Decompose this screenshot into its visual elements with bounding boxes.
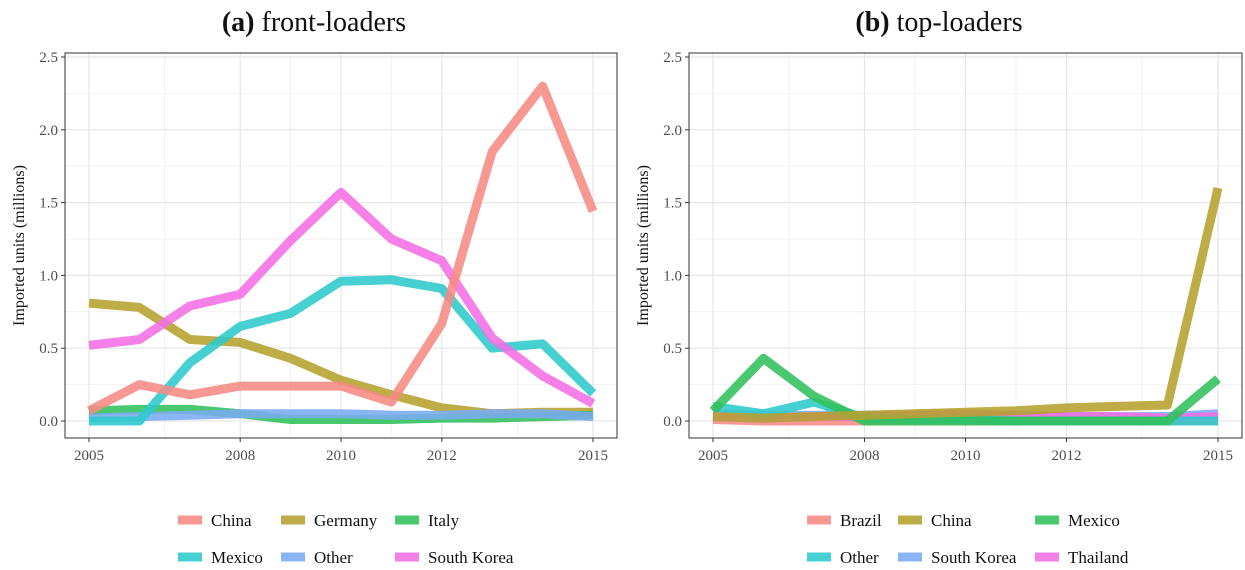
legend-label: Mexico [211, 548, 263, 567]
legend-label: Other [314, 548, 353, 567]
y-tick-label: 1.5 [39, 196, 58, 212]
y-tick-label: 2.5 [39, 50, 58, 66]
y-axis: 0.0 0.5 1.0 1.5 2.0 2.5 [39, 50, 65, 430]
legend-label: China [211, 511, 252, 530]
x-tick-label: 2008 [850, 448, 880, 464]
y-tick-label: 2.5 [663, 50, 682, 66]
legend-label: Thailand [1068, 548, 1129, 567]
y-tick-label: 2.0 [663, 123, 682, 139]
chart-title: (b) top-loaders [855, 7, 1022, 38]
series-line-china [712, 186, 1223, 423]
chart-title-letter: (a) [222, 7, 255, 38]
x-tick-label: 2010 [951, 448, 981, 464]
legend: Brazil China Mexico Other South Korea Thailan… [807, 511, 1129, 567]
legend-label: Germany [314, 511, 378, 530]
x-tick-label: 2005 [74, 448, 104, 464]
x-tick-label: 2005 [698, 448, 728, 464]
y-tick-label: 0.5 [663, 341, 682, 357]
series-lines [86, 81, 598, 426]
x-tick-label: 2008 [225, 448, 255, 464]
legend-label: South Korea [931, 548, 1017, 567]
chart-title-text: top-loaders [890, 7, 1023, 38]
legend-label: China [931, 511, 972, 530]
y-tick-label: 0.0 [663, 414, 682, 430]
series-line-china [86, 81, 598, 415]
legend-label: Italy [428, 511, 460, 530]
series-lines [709, 186, 1223, 426]
y-axis-label: Imported units (millions) [635, 165, 652, 326]
y-tick-label: 2.0 [39, 123, 58, 139]
y-tick-label: 1.5 [663, 196, 682, 212]
y-axis: 0.0 0.5 1.0 1.5 2.0 2.5 [663, 50, 689, 430]
y-tick-label: 0.5 [39, 341, 58, 357]
legend: China Germany Italy Mexico Other South Korea [178, 511, 514, 567]
series-line-south-korea [88, 187, 596, 408]
y-axis-label: Imported units (millions) [11, 165, 28, 326]
legend-label: South Korea [428, 548, 514, 567]
series-line-mexico [709, 353, 1221, 426]
x-axis: 2005 2008 2010 2012 2015 [74, 438, 608, 464]
x-tick-label: 2010 [326, 448, 356, 464]
x-tick-label: 2015 [1203, 448, 1233, 464]
legend-label: Brazil [840, 511, 882, 530]
chart-title-text: front-loaders [255, 7, 407, 38]
y-tick-label: 1.0 [39, 268, 58, 284]
chart-title: (a) front-loaders [222, 7, 406, 38]
x-tick-label: 2012 [1052, 448, 1082, 464]
series-line-other [88, 409, 594, 423]
y-tick-label: 1.0 [663, 268, 682, 284]
x-tick-label: 2012 [427, 448, 457, 464]
x-axis: 2005 2008 2010 2012 2015 [698, 438, 1233, 464]
legend-label: Other [840, 548, 879, 567]
x-tick-label: 2015 [578, 448, 608, 464]
chart-title-letter: (b) [855, 7, 889, 38]
y-tick-label: 0.0 [39, 414, 58, 430]
legend-label: Mexico [1068, 511, 1120, 530]
